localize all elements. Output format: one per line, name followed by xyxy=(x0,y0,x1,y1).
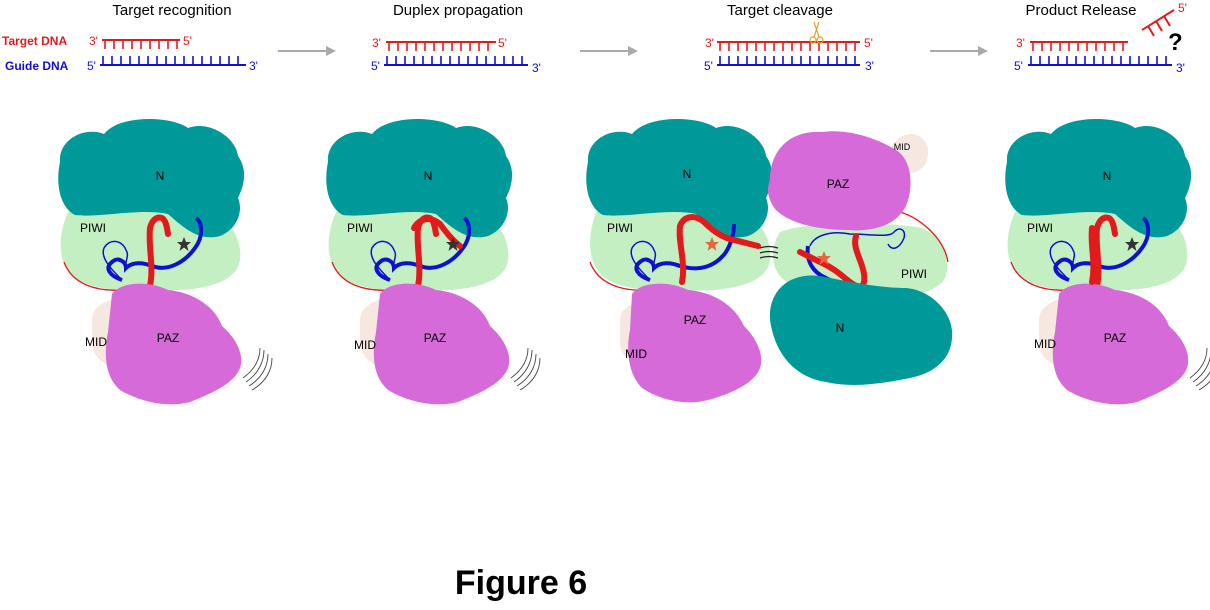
target-strand xyxy=(386,41,496,51)
target-3-end: 3' xyxy=(372,36,381,50)
guide-3-end: 3' xyxy=(1176,61,1185,75)
stage-title: Duplex propagation xyxy=(393,2,523,19)
n-domain-label: N xyxy=(836,321,845,335)
piwi-domain-label: PIWI xyxy=(347,221,373,235)
target-5-end: 5' xyxy=(183,34,192,48)
duplex-stage-3: 3' 5' 5' 3' xyxy=(704,21,874,73)
piwi-domain-label: PIWI xyxy=(1027,221,1053,235)
paz-domain-label: PAZ xyxy=(1104,331,1126,345)
guide-strand xyxy=(100,56,246,66)
guide-strand xyxy=(1028,56,1172,66)
mid-domain-label: MID xyxy=(625,347,647,361)
guide-5-end: 5' xyxy=(1014,59,1023,73)
n-domain-label: N xyxy=(424,169,433,183)
guide-5-end: 5' xyxy=(87,59,96,73)
released-product xyxy=(1141,9,1175,37)
guide-5-end: 5' xyxy=(704,59,713,73)
scissors-icon xyxy=(809,21,824,44)
stage-title: Target cleavage xyxy=(727,2,833,19)
target-3-end: 3' xyxy=(89,34,98,48)
target-strand xyxy=(1030,41,1128,51)
piwi-domain-label: PIWI xyxy=(901,267,927,281)
mid-domain-label: MID xyxy=(85,335,107,349)
target-5-end: 5' xyxy=(498,36,507,50)
star-icon xyxy=(446,237,460,251)
guide-strand xyxy=(384,56,528,66)
complex-stage-3: N PIWI PAZ MID PAZ MID PIWI N xyxy=(586,118,953,403)
duplex-stage-1: 3' 5' 5' 3' xyxy=(87,34,258,73)
piwi-domain-label: PIWI xyxy=(80,221,106,235)
guide-5-end: 5' xyxy=(371,59,380,73)
guide-dna-label: Guide DNA xyxy=(5,59,69,73)
n-domain-label: N xyxy=(156,169,165,183)
paz-domain-label: PAZ xyxy=(157,331,179,345)
target-strand xyxy=(102,39,180,49)
duplex-stage-2: 3' 5' 5' 3' xyxy=(371,36,541,75)
star-icon xyxy=(705,237,719,251)
n-domain-label: N xyxy=(1103,169,1112,183)
target-strand xyxy=(717,41,860,51)
piwi-domain-label: PIWI xyxy=(607,221,633,235)
mid-domain-label: MID xyxy=(1034,337,1056,351)
duplex-stage-4: 3' 5' 3' 5' ? xyxy=(1014,1,1187,75)
stage-title: Product Release xyxy=(1026,2,1137,19)
complex-stage-2: N PIWI PAZ MID xyxy=(326,119,540,404)
question-mark: ? xyxy=(1168,29,1183,56)
target-5-end: 5' xyxy=(864,36,873,50)
guide-3-end: 3' xyxy=(532,61,541,75)
target-3-end: 3' xyxy=(705,36,714,50)
stage-title: Target recognition xyxy=(112,2,231,19)
mid-domain-label: MID xyxy=(354,338,376,352)
guide-3-end: 3' xyxy=(249,59,258,73)
guide-3-end: 3' xyxy=(865,59,874,73)
paz-domain-label: PAZ xyxy=(827,177,849,191)
released-5-end: 5' xyxy=(1178,1,1187,15)
target-3-end: 3' xyxy=(1016,36,1025,50)
arrow-right-icon xyxy=(930,46,988,56)
motion-lines-icon xyxy=(759,245,779,259)
star-icon xyxy=(1125,237,1139,251)
mid-domain-label: MID xyxy=(894,142,911,152)
star-icon xyxy=(817,251,831,265)
paz-domain-label: PAZ xyxy=(684,313,706,327)
complex-stage-1: N PIWI PAZ MID xyxy=(58,119,272,404)
complex-stage-4: N PIWI PAZ MID xyxy=(1005,119,1210,404)
n-domain-label: N xyxy=(683,167,692,181)
star-icon xyxy=(177,237,191,251)
arrow-right-icon xyxy=(278,46,336,56)
guide-strand xyxy=(717,56,860,66)
figure-caption: Figure 6 xyxy=(455,564,587,602)
paz-domain-label: PAZ xyxy=(424,331,446,345)
arrow-right-icon xyxy=(580,46,638,56)
target-dna-label: Target DNA xyxy=(2,34,67,48)
